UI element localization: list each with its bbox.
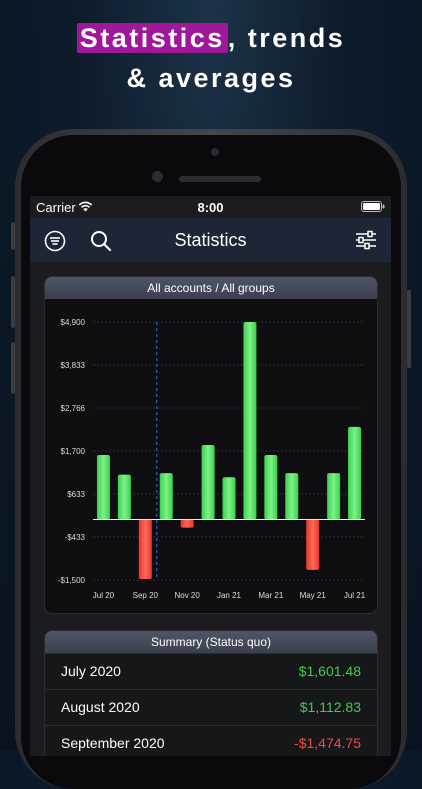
x-tick-label: Nov 20	[174, 591, 200, 600]
volume-up-button	[11, 276, 15, 328]
x-tick-label: May 21	[300, 591, 327, 600]
speaker-grille	[179, 176, 261, 182]
mute-switch	[11, 222, 15, 250]
summary-row-label: August 2020	[61, 699, 140, 715]
chart-card-title: All accounts / All groups	[45, 277, 377, 299]
wifi-icon	[78, 201, 93, 212]
summary-row[interactable]: August 2020 $1,112.83	[45, 689, 377, 725]
search-icon[interactable]	[90, 230, 112, 252]
carrier-label: Carrier	[36, 200, 76, 215]
y-tick-label: $4,900	[61, 318, 86, 327]
headline-line2: & averages	[126, 63, 296, 93]
chart-bar	[348, 426, 362, 520]
headline: Statistics, trends & averages	[0, 18, 422, 98]
status-bar: Carrier 8:00	[30, 196, 391, 218]
y-tick-label: $1,700	[61, 447, 86, 456]
summary-row[interactable]: September 2020 -$1,474.75	[45, 725, 377, 756]
battery-icon	[361, 201, 385, 212]
chart-bar	[306, 519, 320, 570]
y-tick-label: $3,833	[61, 361, 86, 370]
x-tick-label: Jan 21	[217, 591, 242, 600]
y-tick-label: $2,766	[61, 404, 86, 413]
sensor-dot	[152, 171, 163, 182]
chart-bar	[285, 473, 299, 520]
status-time: 8:00	[197, 200, 224, 215]
chart-bar	[159, 473, 173, 520]
summary-row-amount: $1,601.48	[298, 663, 361, 679]
chart-bar	[117, 474, 131, 520]
summary-card: Summary (Status quo) July 2020 $1,601.48 A…	[44, 630, 378, 756]
chart-bar	[222, 477, 236, 520]
chart-bar	[327, 473, 341, 520]
front-camera	[211, 148, 219, 156]
chart-bar	[180, 519, 194, 528]
filter-menu-icon[interactable]	[44, 230, 66, 252]
nav-bar: Statistics	[30, 218, 391, 262]
chart-bar	[96, 454, 110, 520]
chart-card: All accounts / All groups $4,900 $3,833 $2…	[44, 276, 378, 614]
y-tick-label: -$433	[65, 533, 86, 542]
x-tick-label: Jul 20	[93, 591, 115, 600]
headline-highlight: Statistics	[76, 23, 228, 53]
chart-bar	[201, 444, 215, 520]
sliders-icon[interactable]	[355, 230, 377, 250]
page-title: Statistics	[174, 230, 247, 250]
power-button	[407, 290, 411, 368]
bar-chart[interactable]: $4,900 $3,833 $2,766 $1,700 $633 -$433 -$1,500…	[45, 299, 377, 613]
summary-title: Summary (Status quo)	[45, 631, 377, 653]
summary-row-label: July 2020	[61, 663, 121, 679]
x-tick-label: Sep 20	[133, 591, 159, 600]
y-tick-label: $633	[67, 490, 85, 499]
app-screen: Carrier 8:00 Statistics	[30, 196, 391, 756]
chart-bar	[264, 455, 278, 520]
summary-list: July 2020 $1,601.48 August 2020 $1,112.83 Se…	[45, 653, 377, 756]
summary-row-amount: -$1,474.75	[294, 735, 361, 751]
summary-row-label: September 2020	[61, 735, 165, 751]
summary-row[interactable]: July 2020 $1,601.48	[45, 653, 377, 689]
x-tick-label: Jul 21	[344, 591, 366, 600]
chart-bar	[243, 322, 257, 520]
x-tick-label: Mar 21	[258, 591, 283, 600]
volume-down-button	[11, 342, 15, 394]
y-tick-label: -$1,500	[58, 576, 86, 585]
headline-rest: , trends	[227, 23, 346, 53]
chart-bar	[138, 519, 152, 579]
summary-row-amount: $1,112.83	[299, 699, 361, 715]
